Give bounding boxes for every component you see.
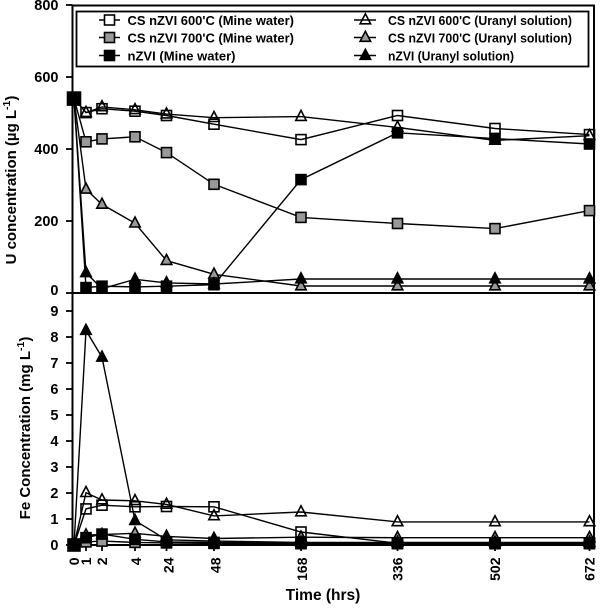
svg-text:502: 502: [487, 557, 503, 581]
svg-text:0: 0: [66, 557, 82, 565]
svg-text:CS nZVI 600'C (Uranyl solution: CS nZVI 600'C (Uranyl solution): [388, 13, 572, 28]
svg-text:0: 0: [50, 283, 58, 299]
svg-text:CS nZVI 700'C (Mine water): CS nZVI 700'C (Mine water): [128, 30, 295, 45]
svg-text:CS nZVI 700'C (Uranyl solution: CS nZVI 700'C (Uranyl solution): [388, 30, 572, 45]
svg-text:600: 600: [34, 70, 58, 86]
svg-text:Time (hrs): Time (hrs): [286, 587, 361, 604]
svg-text:336: 336: [390, 557, 406, 581]
svg-text:2: 2: [94, 557, 110, 565]
svg-text:nZVI (Mine water): nZVI (Mine water): [128, 48, 236, 63]
svg-text:200: 200: [34, 214, 58, 230]
svg-text:8: 8: [50, 330, 58, 346]
svg-text:5: 5: [50, 408, 58, 424]
svg-text:800: 800: [34, 0, 58, 14]
svg-text:4: 4: [50, 434, 58, 450]
svg-text:U concentration (µg L-1): U concentration (µg L-1): [1, 96, 20, 265]
svg-text:0: 0: [50, 538, 58, 554]
svg-text:1: 1: [78, 557, 94, 565]
svg-text:nZVI (Uranyl solution): nZVI (Uranyl solution): [388, 48, 514, 63]
svg-text:9: 9: [50, 304, 58, 320]
svg-text:3: 3: [50, 460, 58, 476]
svg-text:400: 400: [34, 142, 58, 158]
svg-text:2: 2: [50, 486, 58, 502]
svg-text:Fe Concentration (mg L-1): Fe Concentration (mg L-1): [15, 337, 34, 520]
svg-text:6: 6: [50, 382, 58, 398]
svg-text:672: 672: [582, 557, 598, 581]
svg-text:168: 168: [294, 557, 310, 581]
svg-text:4: 4: [128, 557, 144, 565]
svg-text:1: 1: [50, 512, 58, 528]
svg-text:24: 24: [161, 557, 177, 573]
svg-text:7: 7: [50, 356, 58, 372]
svg-text:CS nZVI 600'C (Mine water): CS nZVI 600'C (Mine water): [128, 13, 295, 28]
svg-text:48: 48: [208, 557, 224, 573]
